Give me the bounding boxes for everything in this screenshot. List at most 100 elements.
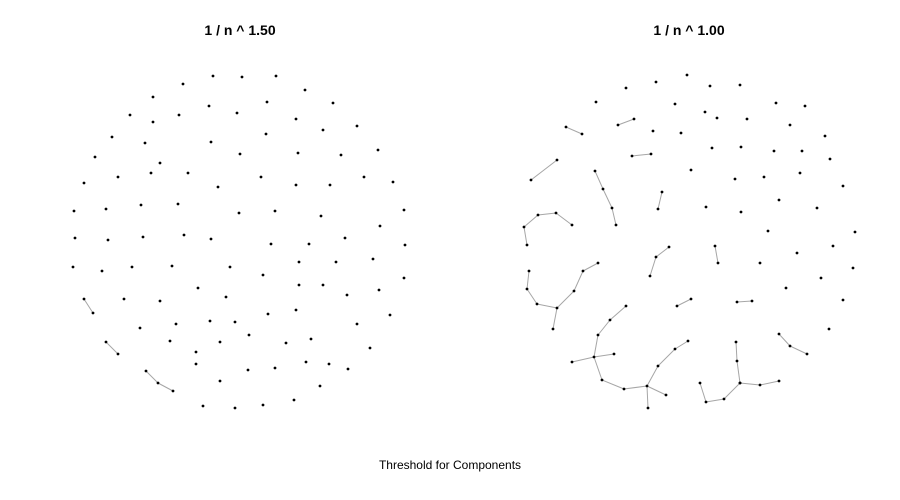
- network-node: [686, 339, 690, 343]
- network-node: [294, 183, 298, 187]
- network-node: [610, 206, 614, 210]
- network-node: [93, 155, 97, 159]
- network-node: [601, 187, 605, 191]
- network-edge: [593, 334, 599, 358]
- network-node: [527, 269, 531, 273]
- network-node: [259, 175, 263, 179]
- network-node: [645, 384, 649, 388]
- network-node: [704, 400, 708, 404]
- network-node: [525, 243, 529, 247]
- network-node: [675, 304, 679, 308]
- network-node: [307, 242, 311, 246]
- network-node: [71, 265, 75, 269]
- network-node: [264, 132, 268, 136]
- network-node: [138, 326, 142, 330]
- network-node: [194, 362, 198, 366]
- network-node: [777, 379, 781, 383]
- network-node: [551, 327, 555, 331]
- network-node: [269, 242, 273, 246]
- network-node: [738, 83, 742, 87]
- network-node: [327, 362, 331, 366]
- network-node: [758, 261, 762, 265]
- network-edge: [573, 270, 584, 292]
- network-node: [218, 340, 222, 344]
- network-node: [303, 88, 307, 92]
- network-node: [774, 101, 778, 105]
- network-node: [823, 134, 827, 138]
- network-node: [110, 135, 114, 139]
- network-edge: [571, 356, 595, 363]
- network-node: [570, 223, 574, 227]
- network-node: [331, 101, 335, 105]
- network-node: [321, 128, 325, 132]
- network-edge: [723, 382, 741, 400]
- network-node: [713, 244, 717, 248]
- network-node: [739, 145, 743, 149]
- network-node: [716, 261, 720, 265]
- network-node: [377, 288, 381, 292]
- network-node: [345, 293, 349, 297]
- network-edge: [646, 385, 667, 396]
- panel-title-left: 1 / n ^ 1.50: [204, 22, 275, 38]
- network-node: [139, 203, 143, 207]
- network-edge: [526, 270, 530, 290]
- network-node: [368, 346, 372, 350]
- network-node: [82, 181, 86, 185]
- network-node: [654, 80, 658, 84]
- network-node: [158, 161, 162, 165]
- network-node: [525, 287, 529, 291]
- network-node: [630, 154, 634, 158]
- network-node: [685, 73, 689, 77]
- network-node: [535, 302, 539, 306]
- network-node: [651, 129, 655, 133]
- network-node: [297, 283, 301, 287]
- network-node: [233, 406, 237, 410]
- network-node: [564, 125, 568, 129]
- network-node: [689, 168, 693, 172]
- network-node: [362, 175, 366, 179]
- network-edge: [530, 159, 558, 181]
- network-node: [592, 355, 596, 359]
- network-edge: [593, 356, 603, 381]
- network-node: [614, 223, 618, 227]
- network-node: [355, 124, 359, 128]
- network-node: [689, 297, 693, 301]
- network-edge: [699, 382, 707, 403]
- network-node: [570, 360, 574, 364]
- network-node: [224, 295, 228, 299]
- network-node: [143, 141, 147, 145]
- network-node: [703, 110, 707, 114]
- network-node: [247, 333, 251, 337]
- network-node: [233, 320, 237, 324]
- network-node: [266, 312, 270, 316]
- network-node: [581, 269, 585, 273]
- network-edge: [593, 353, 615, 358]
- network-node: [273, 209, 277, 213]
- panel-right: 1 / n ^ 1.00: [522, 22, 857, 410]
- network-node: [122, 297, 126, 301]
- network-node: [580, 132, 584, 136]
- nodes-right: [522, 73, 857, 410]
- network-node: [371, 257, 375, 261]
- network-edge: [526, 288, 538, 305]
- network-node: [294, 117, 298, 121]
- network-node: [91, 311, 95, 315]
- network-node: [632, 117, 636, 121]
- network-node: [128, 113, 132, 117]
- network-edge: [674, 340, 689, 350]
- network-edge: [623, 385, 648, 390]
- network-node: [116, 352, 120, 356]
- network-node: [72, 209, 76, 213]
- network-node: [795, 251, 799, 255]
- network-node: [596, 261, 600, 265]
- network-edge: [736, 300, 753, 303]
- network-node: [378, 224, 382, 228]
- nodes-left: [71, 74, 407, 410]
- network-node: [600, 378, 604, 382]
- network-node: [151, 95, 155, 99]
- network-edge: [649, 256, 657, 277]
- network-node: [240, 75, 244, 79]
- network-edge: [646, 385, 649, 409]
- network-node: [321, 283, 325, 287]
